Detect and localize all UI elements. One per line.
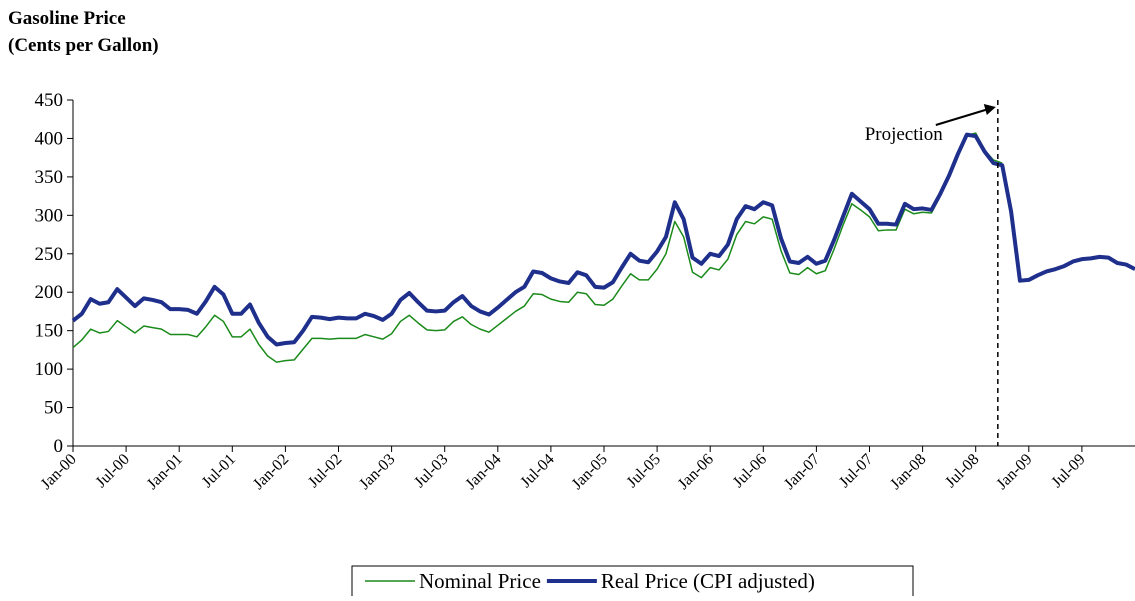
y-tick-label: 400 — [35, 128, 64, 149]
x-tick-label: Jan-05 — [569, 451, 611, 493]
x-tick-label: Jan-03 — [356, 451, 398, 493]
x-tick-label: Jan-07 — [781, 451, 823, 493]
x-tick-label: Jan-01 — [144, 451, 186, 493]
x-tick-label: Jul-08 — [942, 451, 982, 491]
y-tick-label: 200 — [35, 282, 64, 303]
y-tick-label: 0 — [54, 436, 64, 457]
arrow-head — [983, 104, 996, 115]
chart-title: Gasoline Price — [8, 8, 126, 29]
line-series — [71, 132, 1135, 347]
legend-label: Nominal Price — [419, 569, 541, 593]
x-tick-label: Jul-06 — [730, 451, 770, 491]
x-tick-label: Jul-01 — [199, 451, 239, 491]
legend-label: Real Price (CPI adjusted) — [601, 569, 815, 593]
line-series — [72, 132, 1003, 363]
annotation-arrow — [935, 107, 993, 126]
x-tick-label: Jan-08 — [887, 451, 929, 493]
y-tick-label: 300 — [35, 205, 64, 226]
y-tick-label: 350 — [35, 167, 64, 188]
y-tick-label: 100 — [35, 359, 64, 380]
y-tick-label: 450 — [35, 90, 64, 111]
x-tick-label: Jan-00 — [38, 451, 80, 493]
x-tick-label: Jul-00 — [93, 451, 133, 491]
x-tick-label: Jan-02 — [250, 451, 292, 493]
x-tick-label: Jul-07 — [836, 451, 876, 491]
x-tick-label: Jan-04 — [462, 451, 504, 493]
y-tick-label: 150 — [35, 321, 64, 342]
y-tick-label: 250 — [35, 244, 64, 265]
y-tick-label: 50 — [44, 398, 63, 419]
x-tick-label: Jul-04 — [517, 451, 557, 491]
chart-subtitle: (Cents per Gallon) — [8, 35, 159, 56]
x-tick-label: Jul-03 — [411, 451, 451, 491]
x-tick-label: Jul-02 — [305, 451, 345, 491]
x-tick-label: Jul-05 — [624, 451, 664, 491]
legend: Nominal Price Real Price (CPI adjusted) — [351, 565, 914, 601]
x-tick-label: Jan-06 — [675, 451, 717, 493]
x-tick-label: Jul-09 — [1048, 451, 1088, 491]
legend-box — [351, 565, 914, 601]
annotation-label: Projection — [865, 124, 944, 145]
x-tick-label: Jan-09 — [993, 451, 1035, 493]
